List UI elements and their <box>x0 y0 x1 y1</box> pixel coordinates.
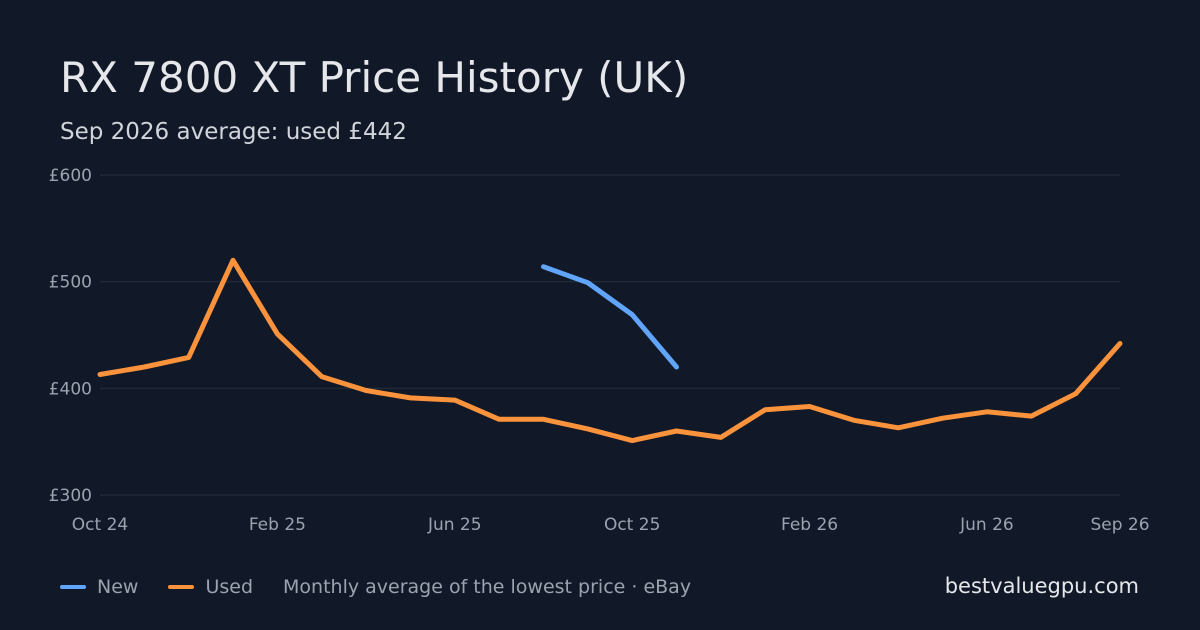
page-subtitle: Sep 2026 average: used £442 <box>60 119 407 145</box>
x-tick-label: Jun 25 <box>427 515 482 535</box>
y-tick-label: £500 <box>49 273 92 293</box>
x-axis-ticks: Oct 24 Feb 25 Jun 25 Oct 25 Feb 26 Jun 26 Sep … <box>72 515 1150 535</box>
page-title: RX 7800 XT Price History (UK) <box>60 53 689 102</box>
x-tick-label: Sep 26 <box>1090 515 1149 535</box>
legend-item-new: New <box>60 576 138 598</box>
series-line-new <box>541 264 679 370</box>
series-lines <box>97 257 1123 444</box>
legend-label-used: Used <box>205 576 254 598</box>
x-tick-label: Jun 26 <box>959 515 1014 535</box>
legend-swatch-new <box>60 585 86 589</box>
brand-link[interactable]: bestvaluegpu.com <box>944 574 1139 598</box>
legend-item-used: Used <box>168 576 253 598</box>
grid-lines <box>100 174 1120 496</box>
legend-swatch-used <box>168 585 195 589</box>
series-line-used <box>97 257 1123 444</box>
y-axis-ticks: £300 £400 £500 £600 <box>49 166 92 506</box>
legend-label-new: New <box>97 576 139 598</box>
x-tick-label: Oct 25 <box>604 515 660 535</box>
legend: New Used Monthly average of the lowest p… <box>60 572 691 602</box>
x-tick-label: Feb 26 <box>781 515 838 535</box>
y-tick-label: £400 <box>49 379 92 399</box>
y-tick-label: £600 <box>49 166 92 186</box>
x-tick-label: Feb 25 <box>249 515 306 535</box>
legend-note: Monthly average of the lowest price · eB… <box>283 576 692 598</box>
y-tick-label: £300 <box>49 486 92 506</box>
x-tick-label: Oct 24 <box>72 515 128 535</box>
